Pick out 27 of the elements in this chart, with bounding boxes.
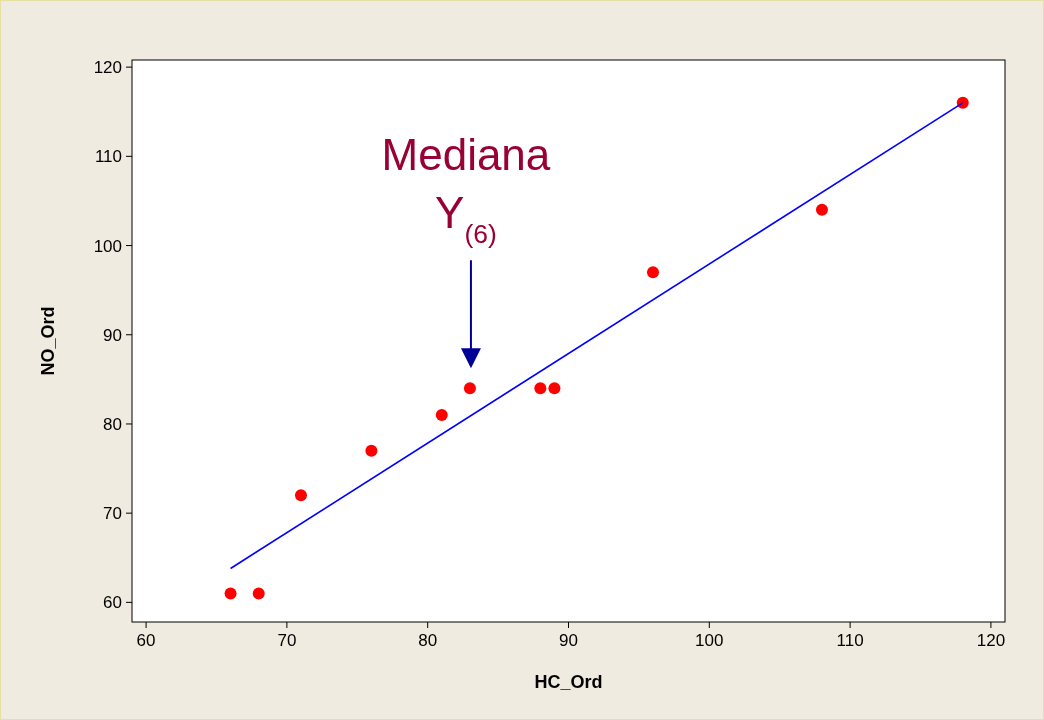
point xyxy=(294,489,307,502)
x-tick-label: 120 xyxy=(976,631,1006,650)
point xyxy=(252,587,265,600)
point xyxy=(646,266,659,279)
x-tick-label: 90 xyxy=(559,631,578,650)
annotation: Mediana Y$_{(6)}$ xyxy=(381,130,551,250)
x-tick-label: 80 xyxy=(418,631,438,650)
point xyxy=(463,382,476,395)
point xyxy=(534,382,547,395)
point xyxy=(365,444,378,457)
x-tick-label: 110 xyxy=(836,631,864,650)
y-tick-label: 90 xyxy=(103,325,122,345)
y-tick-label: 60 xyxy=(103,593,122,613)
point xyxy=(815,203,828,216)
y-tick-label: 120 xyxy=(93,58,122,78)
x-tick-label: 60 xyxy=(136,631,156,650)
y-tick-label: 70 xyxy=(103,504,122,524)
y-tick-label: 100 xyxy=(93,236,122,256)
y-tick-label: 80 xyxy=(103,414,122,434)
x-tick-label: 100 xyxy=(695,631,724,650)
x-tick-label: 70 xyxy=(277,631,297,650)
y-axis-title: NO_Ord xyxy=(38,306,58,376)
point xyxy=(435,409,448,422)
point xyxy=(548,382,561,395)
y-tick-label: 110 xyxy=(94,147,122,167)
point xyxy=(224,587,237,600)
x-axis-title: HC_Ord xyxy=(534,672,603,692)
